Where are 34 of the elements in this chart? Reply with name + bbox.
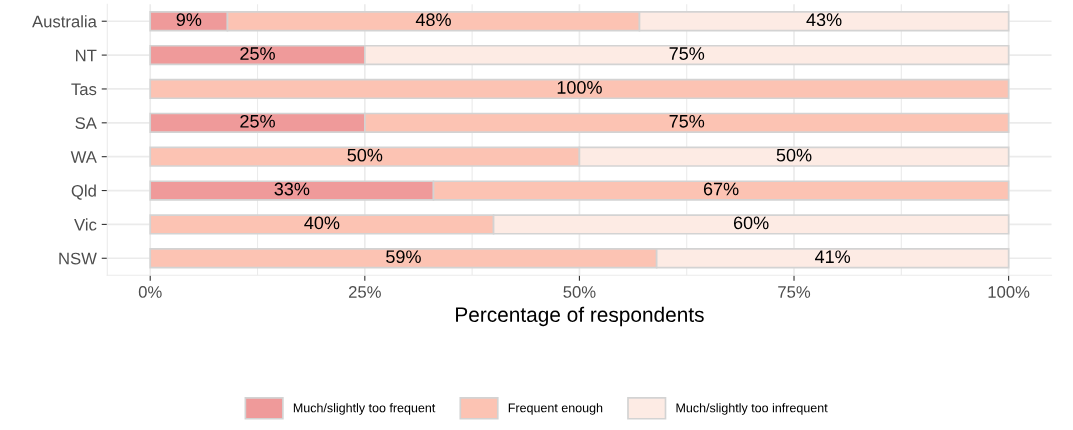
data-label: 43% (806, 13, 842, 27)
data-label: 33% (274, 182, 310, 196)
legend-label: Frequent enough (508, 403, 603, 415)
bar (149, 78, 1010, 100)
data-label: 25% (240, 47, 275, 60)
data-label: 75% (669, 114, 705, 128)
legend-label: Much/slightly too infrequent (676, 403, 828, 415)
y-tick-label: WA (70, 151, 97, 163)
data-label: 100% (557, 81, 602, 94)
data-label: 75% (669, 47, 705, 60)
data-label: 50% (347, 148, 383, 162)
y-tick-label: Vic (74, 218, 97, 231)
x-axis-title: Percentage of respondents (456, 306, 704, 327)
data-label: 60% (733, 216, 769, 230)
data-label: 59% (386, 250, 421, 264)
x-tick-label: 50% (563, 286, 596, 298)
x-tick-label: 75% (778, 286, 811, 298)
data-label: 40% (304, 216, 340, 230)
data-label: 9% (176, 13, 202, 27)
data-label: 25% (240, 114, 275, 128)
data-label: 67% (703, 182, 739, 196)
data-label: 50% (776, 148, 812, 162)
y-tick-label: NSW (59, 252, 97, 265)
data-label: 41% (814, 250, 851, 264)
data-label: 48% (415, 13, 451, 27)
y-tick-label: SA (75, 117, 97, 130)
y-tick-label: NT (76, 49, 97, 62)
x-tick-label: 25% (348, 286, 381, 298)
x-tick-label: 0% (138, 286, 162, 298)
y-tick-label: Australia (32, 15, 97, 28)
x-tick-label: 100% (988, 286, 1030, 298)
y-tick-label: Qld (71, 184, 96, 200)
y-tick-label: Tas (71, 83, 97, 96)
legend-label: Much/slightly too frequent (293, 403, 436, 415)
